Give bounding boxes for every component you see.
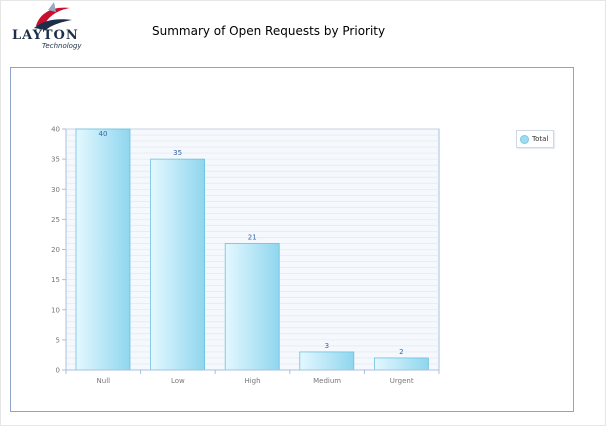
y-tick-label: 10 — [51, 306, 60, 314]
value-labels: 40 35 21 3 2 — [99, 130, 404, 356]
y-tick-label: 5 — [56, 336, 60, 344]
y-tick-label: 15 — [51, 276, 60, 284]
value-label-null: 40 — [99, 130, 108, 138]
x-tick-label-high: High — [244, 377, 260, 385]
y-tick-label: 35 — [51, 156, 60, 164]
y-tick-label: 25 — [51, 216, 60, 224]
logo-swoosh-icon — [34, 2, 72, 30]
value-label-high: 21 — [248, 233, 257, 241]
y-tick-label: 0 — [56, 367, 60, 375]
logo-wordmark: LAYTON — [12, 28, 79, 43]
x-tick-label-urgent: Urgent — [390, 377, 414, 385]
header: LAYTON Technology Summary of Open Reques… — [0, 0, 606, 60]
bar-urgent — [373, 357, 429, 371]
company-logo: LAYTON Technology — [8, 2, 90, 50]
x-tick-label-medium: Medium — [313, 377, 341, 385]
y-tick-label: 40 — [51, 126, 60, 134]
logo-tagline: Technology — [42, 42, 82, 50]
legend-label-total: Total — [532, 135, 549, 143]
chart-legend: Total — [516, 130, 554, 148]
axes — [62, 128, 440, 374]
value-label-medium: 3 — [325, 342, 329, 350]
y-tick-label: 30 — [51, 186, 60, 194]
value-label-urgent: 2 — [399, 348, 403, 356]
bars — [75, 128, 429, 371]
bar-medium — [299, 351, 355, 371]
legend-swatch-icon — [520, 134, 529, 144]
y-tick-label: 20 — [51, 246, 60, 254]
page-title: Summary of Open Requests by Priority — [152, 24, 386, 38]
x-tick-label-null: Null — [97, 377, 111, 385]
bar-high — [224, 243, 280, 371]
y-tick-labels: 0 5 10 15 20 25 30 35 40 — [51, 126, 60, 375]
bar-null — [75, 128, 131, 371]
bar-low — [150, 158, 206, 371]
x-tick-label-low: Low — [171, 377, 185, 385]
x-tick-labels: Null Low High Medium Urgent — [97, 377, 414, 385]
value-label-low: 35 — [173, 149, 182, 157]
